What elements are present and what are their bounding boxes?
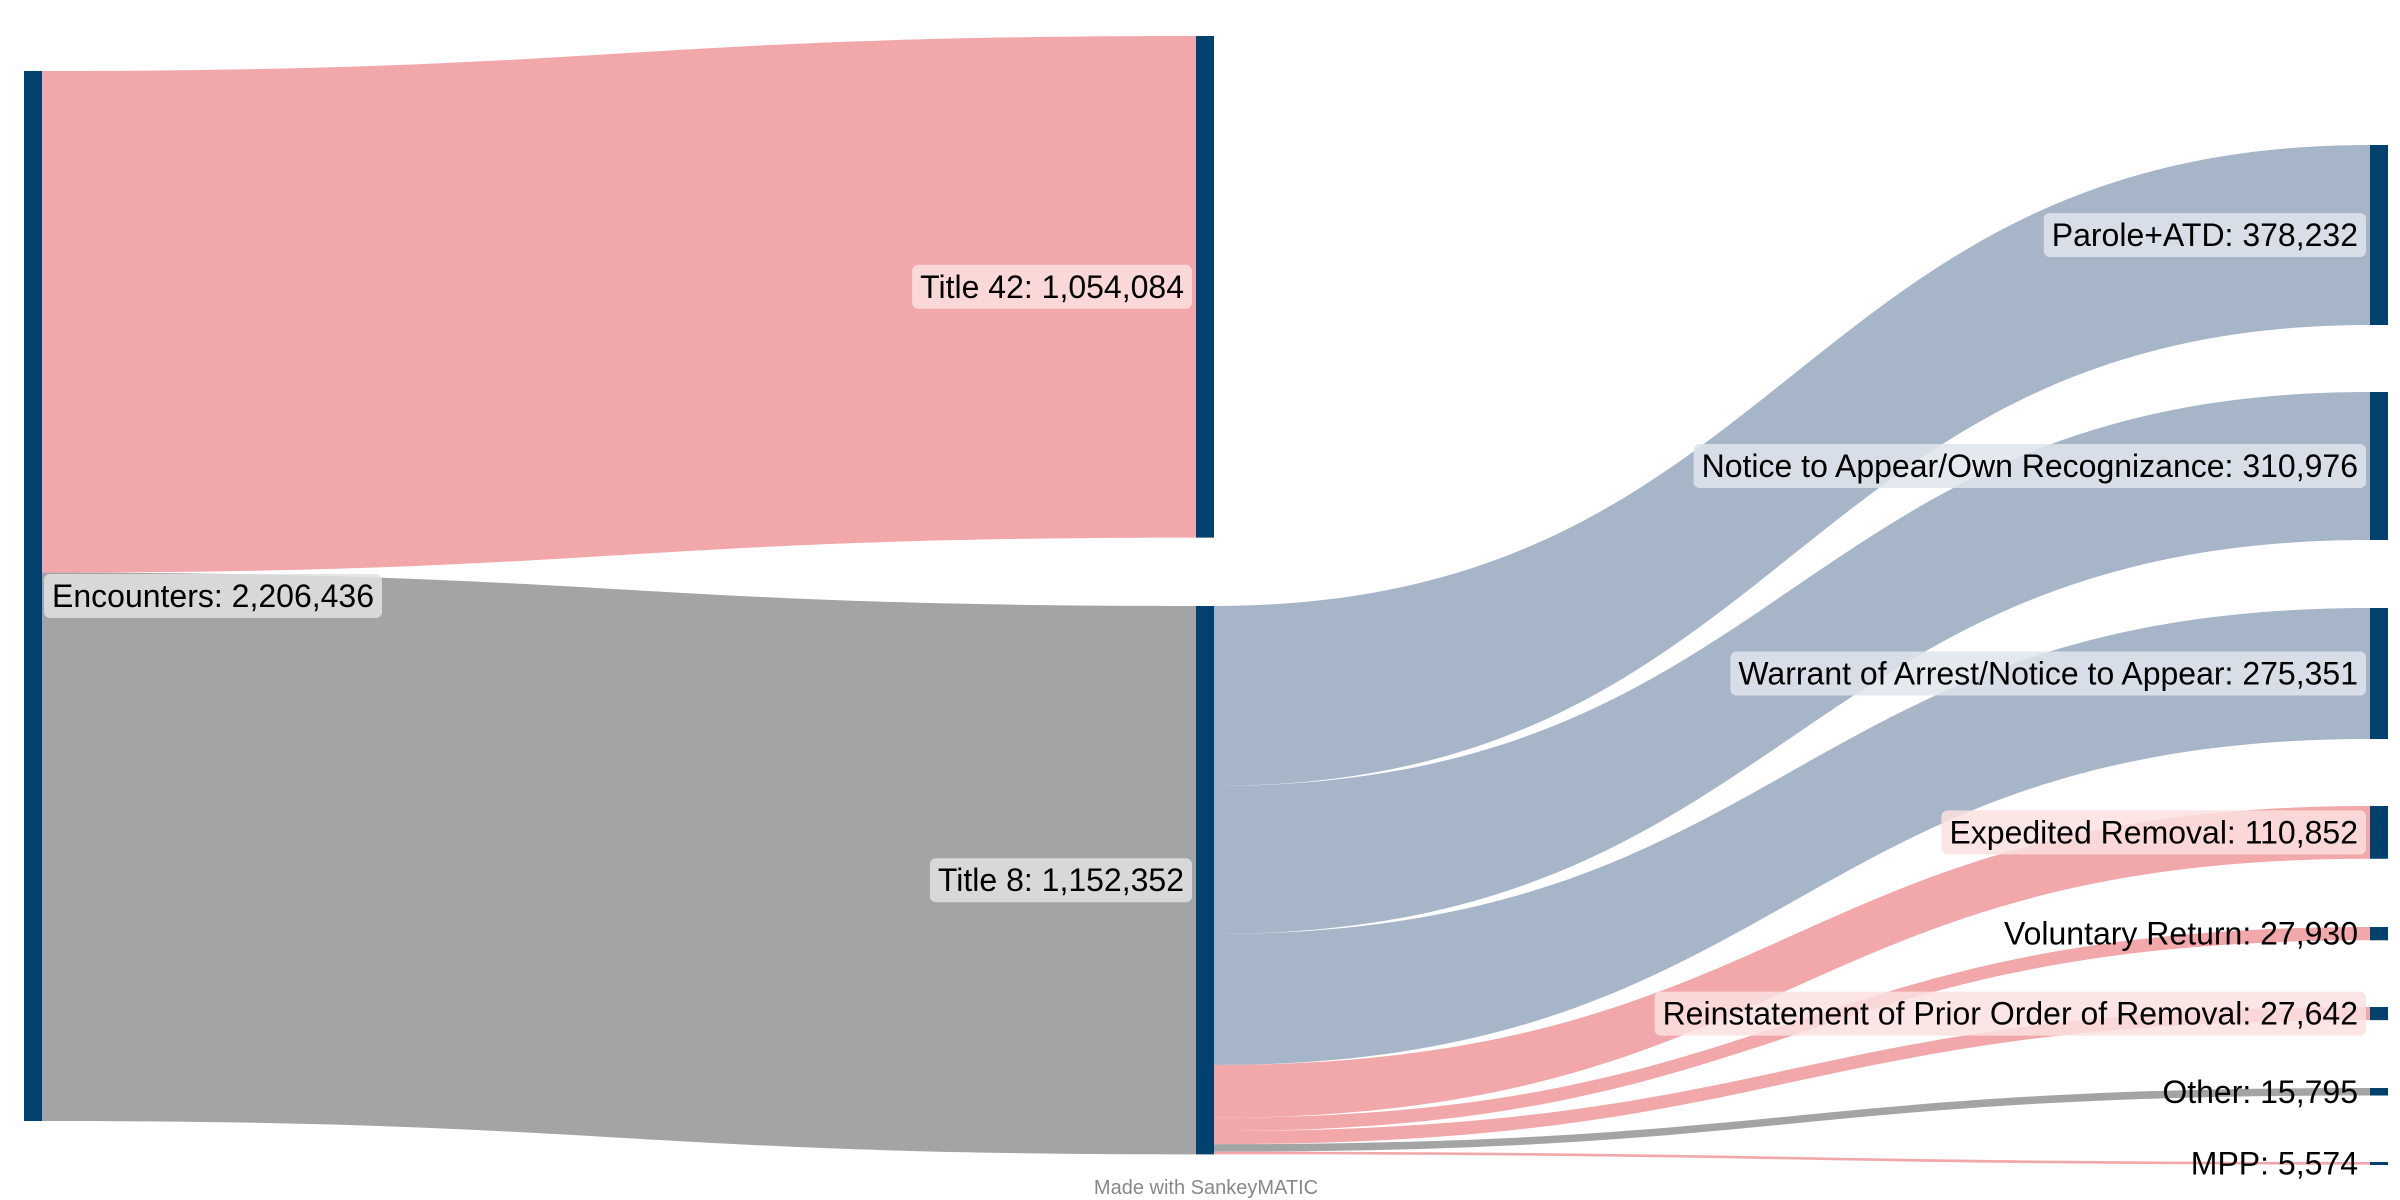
node-label-notice-to-appear-own-recognizance: Notice to Appear/Own Recognizance: 310,9… bbox=[1702, 448, 2358, 484]
label-group-title-42: Title 42: 1,054,084 bbox=[912, 264, 1192, 309]
flow-encounters-to-title-42 bbox=[42, 36, 1196, 573]
node-label-reinstatement-of-prior-order-of-removal: Reinstatement of Prior Order of Removal:… bbox=[1663, 996, 2358, 1032]
footer-credit: Made with SankeyMATIC bbox=[1094, 1177, 1318, 1199]
node-warrant-of-arrest-notice-to-appear bbox=[2370, 608, 2388, 740]
node-label-expedited-removal: Expedited Removal: 110,852 bbox=[1949, 814, 2358, 850]
label-group-parole-atd: Parole+ATD: 378,232 bbox=[2043, 212, 2366, 257]
node-label-mpp: MPP: 5,574 bbox=[2191, 1146, 2358, 1182]
node-label-title-42: Title 42: 1,054,084 bbox=[920, 269, 1184, 305]
flow-title-8-to-expedited-removal bbox=[1214, 806, 2370, 1118]
node-label-warrant-of-arrest-notice-to-appear: Warrant of Arrest/Notice to Appear: 275,… bbox=[1738, 656, 2358, 692]
node-encounters bbox=[24, 71, 42, 1121]
node-reinstatement-of-prior-order-of-removal bbox=[2370, 1007, 2388, 1021]
node-label-voluntary-return: Voluntary Return: 27,930 bbox=[2004, 916, 2358, 952]
node-title-42 bbox=[1196, 36, 1214, 538]
node-label-parole-atd: Parole+ATD: 378,232 bbox=[2052, 217, 2358, 253]
node-notice-to-appear-own-recognizance bbox=[2370, 392, 2388, 540]
label-group-expedited-removal: Expedited Removal: 110,852 bbox=[1941, 810, 2366, 855]
node-expedited-removal bbox=[2370, 806, 2388, 859]
label-bg-title-8 bbox=[929, 858, 1192, 903]
flow-title-8-to-mpp bbox=[1214, 1151, 2370, 1165]
node-title-8 bbox=[1196, 606, 1214, 1155]
node-voluntary-return bbox=[2370, 927, 2388, 941]
node-other bbox=[2370, 1088, 2388, 1096]
nodes-layer bbox=[24, 36, 2388, 1165]
flow-title-8-to-warrant-of-arrest-notice-to-appear bbox=[1214, 608, 2370, 1066]
label-bg-expedited-removal bbox=[1941, 810, 2366, 855]
label-group-other: Other: 15,795 bbox=[2162, 1074, 2358, 1110]
label-group-reinstatement-of-prior-order-of-removal: Reinstatement of Prior Order of Removal:… bbox=[1654, 991, 2366, 1036]
flow-encounters-to-title-8 bbox=[42, 572, 1196, 1155]
label-group-notice-to-appear-own-recognizance: Notice to Appear/Own Recognizance: 310,9… bbox=[1693, 443, 2366, 488]
node-label-encounters: Encounters: 2,206,436 bbox=[52, 578, 374, 614]
label-bg-title-42 bbox=[912, 264, 1192, 309]
labels-layer: Encounters: 2,206,436 Title 42: 1,054,084… bbox=[44, 212, 2366, 1182]
node-label-title-8: Title 8: 1,152,352 bbox=[938, 862, 1184, 898]
label-group-warrant-of-arrest-notice-to-appear: Warrant of Arrest/Notice to Appear: 275,… bbox=[1730, 651, 2366, 696]
node-mpp bbox=[2370, 1162, 2388, 1165]
label-bg-reinstatement-of-prior-order-of-removal bbox=[1654, 991, 2366, 1036]
label-bg-warrant-of-arrest-notice-to-appear bbox=[1730, 651, 2366, 696]
label-group-title-8: Title 8: 1,152,352 bbox=[929, 858, 1192, 903]
node-parole-atd bbox=[2370, 145, 2388, 325]
label-bg-notice-to-appear-own-recognizance bbox=[1693, 443, 2366, 488]
node-label-other: Other: 15,795 bbox=[2162, 1074, 2358, 1110]
flow-title-8-to-other bbox=[1214, 1088, 2370, 1152]
label-bg-encounters bbox=[44, 574, 383, 618]
label-group-encounters: Encounters: 2,206,436 bbox=[44, 574, 383, 618]
label-group-voluntary-return: Voluntary Return: 27,930 bbox=[2004, 916, 2358, 952]
flow-title-8-to-reinstatement-of-prior-order-of-removal bbox=[1214, 1007, 2370, 1145]
label-group-mpp: MPP: 5,574 bbox=[2191, 1146, 2358, 1182]
label-bg-parole-atd bbox=[2043, 212, 2366, 257]
